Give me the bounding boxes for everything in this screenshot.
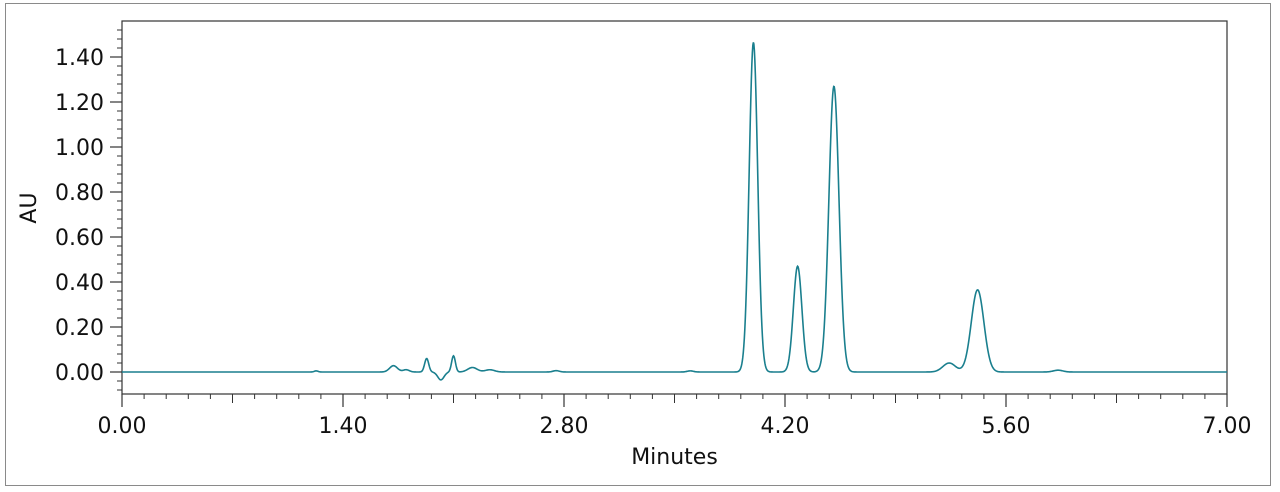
y-tick-label: 1.00: [55, 136, 104, 161]
y-tick-label: 1.20: [55, 91, 104, 116]
x-tick-label: 1.40: [319, 414, 368, 439]
plot-area-border: [121, 20, 1228, 395]
x-tick-label: 0.00: [98, 414, 147, 439]
y-tick-label: 0.60: [55, 226, 104, 251]
x-tick-label: 5.60: [982, 414, 1031, 439]
y-tick-label: 0.20: [55, 316, 104, 341]
y-tick-label: 0.40: [55, 271, 104, 296]
axes: [121, 20, 1228, 395]
chart-frame: [5, 3, 1271, 486]
x-tick-label: 7.00: [1203, 414, 1252, 439]
x-axis-title: Minutes: [631, 445, 718, 470]
x-tick-label: 4.20: [761, 414, 810, 439]
y-tick-label: 1.40: [55, 46, 104, 71]
x-tick-label: 2.80: [540, 414, 589, 439]
chromatogram-trace: [122, 42, 1227, 381]
y-tick-label: 0.00: [55, 361, 104, 386]
y-tick-label: 0.80: [55, 181, 104, 206]
ticks: 0.00 1.40 2.80 4.20 5.60 7.00 0.00 0.20 0.40 0.60…: [55, 29, 1252, 439]
y-axis-title: AU: [17, 192, 42, 223]
